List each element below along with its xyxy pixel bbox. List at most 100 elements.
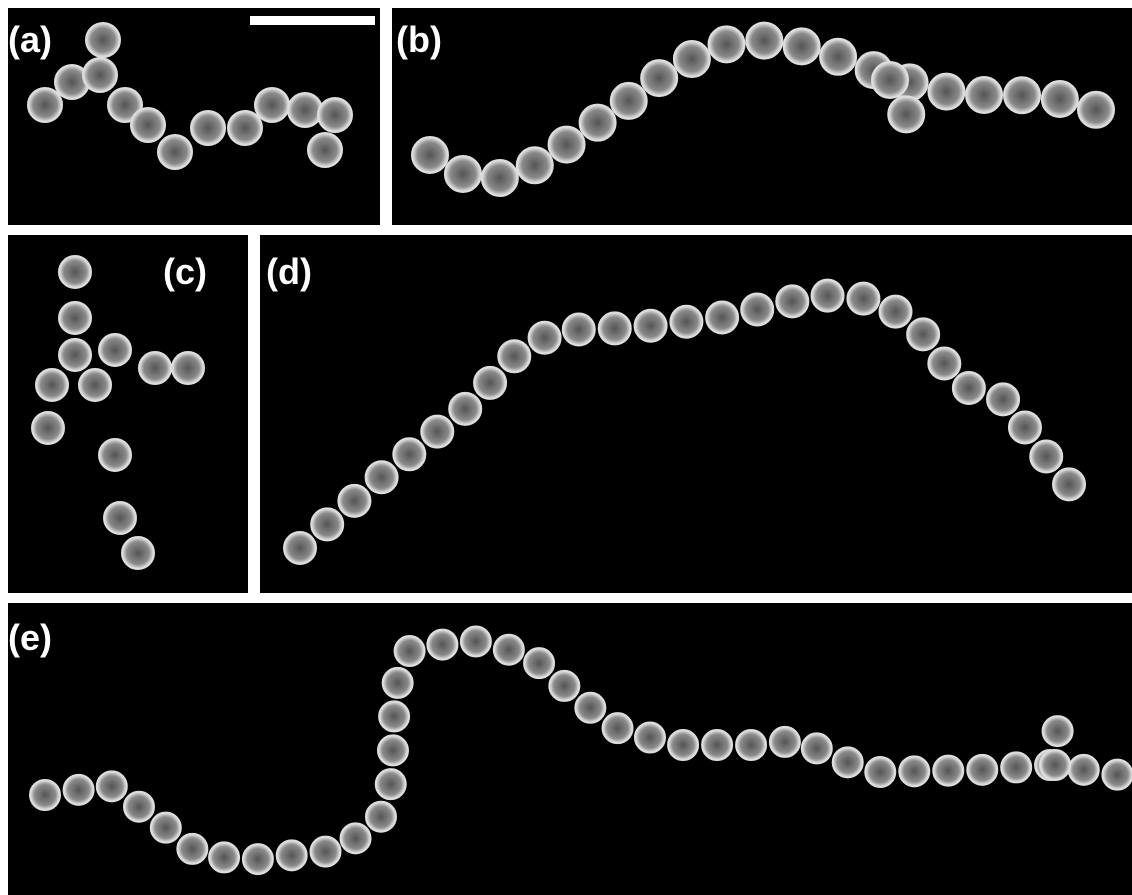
- bead: [59, 302, 91, 334]
- bead: [741, 293, 773, 325]
- bead: [36, 369, 68, 401]
- bead: [524, 648, 554, 678]
- bead: [641, 60, 677, 96]
- bead: [635, 723, 665, 753]
- bead: [1004, 77, 1040, 113]
- bead: [494, 635, 524, 665]
- bead: [122, 537, 154, 569]
- bead: [746, 23, 782, 59]
- bead: [99, 334, 131, 366]
- panel-label: (b): [396, 19, 442, 60]
- bead: [888, 96, 924, 132]
- bead: [872, 62, 908, 98]
- figure: (a) (b) (c) (d) (e): [0, 0, 1132, 895]
- bead: [879, 296, 911, 328]
- bead: [1102, 760, 1132, 790]
- bead: [907, 318, 939, 350]
- bead: [288, 93, 322, 127]
- bead: [366, 802, 396, 832]
- bead: [802, 733, 832, 763]
- panel-label: (c): [163, 251, 207, 292]
- bead: [151, 813, 181, 843]
- page: {"panels": [{"label": "(a)"}, {"label": …: [0, 0, 1132, 895]
- bead: [79, 369, 111, 401]
- bead: [461, 626, 491, 656]
- bead: [59, 339, 91, 371]
- bead: [1078, 92, 1114, 128]
- bead: [376, 769, 406, 799]
- bead: [449, 393, 481, 425]
- bead: [1001, 752, 1031, 782]
- bead: [124, 792, 154, 822]
- bead: [776, 285, 808, 317]
- panel-label: (a): [8, 19, 52, 60]
- bead: [1009, 411, 1041, 443]
- bead: [366, 461, 398, 493]
- bead: [575, 693, 605, 723]
- bead: [770, 727, 800, 757]
- bead: [928, 74, 964, 110]
- bead: [967, 755, 997, 785]
- bead: [820, 39, 856, 75]
- bead: [172, 352, 204, 384]
- bead: [563, 313, 595, 345]
- bead: [599, 312, 631, 344]
- bead: [784, 28, 820, 64]
- bead: [670, 306, 702, 338]
- bead: [284, 532, 316, 564]
- bead: [549, 127, 585, 163]
- panel-label: (e): [8, 617, 52, 658]
- bead: [899, 756, 929, 786]
- scale-bar: [250, 16, 375, 25]
- bead: [59, 256, 91, 288]
- bead: [83, 58, 117, 92]
- bead: [28, 88, 62, 122]
- bead: [953, 372, 985, 404]
- bead: [1069, 755, 1099, 785]
- bead: [1043, 716, 1073, 746]
- bead: [341, 823, 371, 853]
- bead: [104, 502, 136, 534]
- bead: [833, 747, 863, 777]
- bead: [736, 730, 766, 760]
- bead: [603, 713, 633, 743]
- panel-label: (d): [266, 251, 312, 292]
- bead: [865, 757, 895, 787]
- bead: [421, 416, 453, 448]
- bead: [32, 412, 64, 444]
- bead: [243, 844, 273, 874]
- bead: [97, 771, 127, 801]
- bead: [706, 302, 738, 334]
- bead: [209, 842, 239, 872]
- bead: [395, 636, 425, 666]
- bead: [412, 137, 448, 173]
- bead: [933, 756, 963, 786]
- bead: [928, 347, 960, 379]
- bead: [635, 310, 667, 342]
- bead: [812, 280, 844, 312]
- bead: [529, 322, 561, 354]
- bead: [498, 340, 530, 372]
- bead: [191, 111, 225, 145]
- bead: [379, 701, 409, 731]
- bead: [549, 671, 579, 701]
- bead: [1053, 468, 1085, 500]
- bead: [668, 730, 698, 760]
- bead: [30, 780, 60, 810]
- bead: [427, 630, 457, 660]
- bead: [445, 156, 481, 192]
- bead: [338, 485, 370, 517]
- bead: [255, 88, 289, 122]
- bead: [674, 41, 710, 77]
- bead: [64, 775, 94, 805]
- bead: [482, 160, 518, 196]
- bead: [228, 111, 262, 145]
- bead: [517, 147, 553, 183]
- bead: [158, 135, 192, 169]
- bead: [611, 83, 647, 119]
- bead: [987, 383, 1019, 415]
- bead: [393, 438, 425, 470]
- bead: [966, 77, 1002, 113]
- bead: [580, 105, 616, 141]
- bead: [308, 133, 342, 167]
